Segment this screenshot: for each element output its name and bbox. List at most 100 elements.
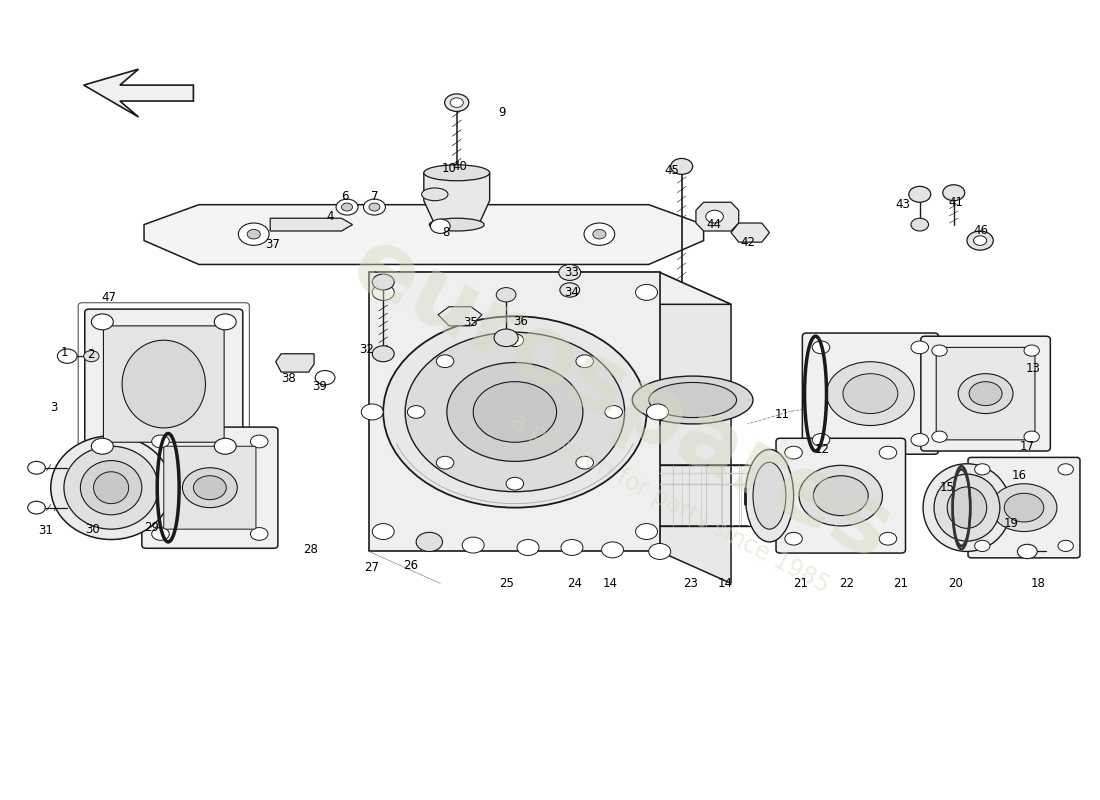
Circle shape: [437, 355, 454, 368]
Ellipse shape: [424, 165, 490, 181]
Circle shape: [975, 540, 990, 551]
Circle shape: [183, 468, 238, 508]
Text: 19: 19: [1003, 517, 1019, 530]
Circle shape: [462, 537, 484, 553]
Circle shape: [194, 476, 227, 500]
Text: 44: 44: [706, 218, 721, 231]
Text: 27: 27: [364, 561, 378, 574]
Circle shape: [576, 456, 594, 469]
Ellipse shape: [64, 446, 158, 529]
Text: 31: 31: [37, 524, 53, 538]
FancyBboxPatch shape: [103, 326, 224, 442]
Text: 47: 47: [101, 291, 117, 305]
Circle shape: [636, 523, 658, 539]
Circle shape: [383, 316, 647, 508]
Ellipse shape: [421, 188, 448, 201]
Circle shape: [84, 350, 99, 362]
Circle shape: [444, 94, 469, 111]
Text: 14: 14: [718, 577, 733, 590]
Circle shape: [361, 404, 383, 420]
Circle shape: [405, 332, 625, 492]
FancyBboxPatch shape: [802, 333, 938, 454]
Text: 7: 7: [371, 190, 378, 203]
Circle shape: [932, 431, 947, 442]
Circle shape: [416, 532, 442, 551]
Text: 29: 29: [144, 521, 159, 534]
Text: 18: 18: [1031, 577, 1046, 590]
Text: eurospares: eurospares: [336, 219, 906, 581]
Circle shape: [967, 231, 993, 250]
Circle shape: [991, 484, 1057, 531]
Text: 9: 9: [498, 106, 506, 119]
Circle shape: [239, 223, 270, 246]
Circle shape: [251, 527, 268, 540]
Circle shape: [251, 435, 268, 448]
FancyBboxPatch shape: [164, 446, 256, 529]
Polygon shape: [732, 223, 769, 242]
Text: 21: 21: [793, 577, 807, 590]
Text: 45: 45: [664, 164, 679, 177]
Circle shape: [1058, 540, 1074, 551]
Text: 10: 10: [441, 162, 456, 175]
Circle shape: [813, 476, 868, 515]
Circle shape: [647, 404, 669, 420]
Text: 20: 20: [948, 577, 964, 590]
Text: 40: 40: [452, 160, 468, 173]
Text: 32: 32: [360, 343, 374, 356]
Circle shape: [152, 527, 169, 540]
Circle shape: [506, 478, 524, 490]
Circle shape: [28, 502, 45, 514]
Ellipse shape: [649, 382, 737, 418]
Ellipse shape: [934, 474, 1000, 541]
Text: a passion for parts since 1985: a passion for parts since 1985: [507, 410, 834, 598]
Text: 17: 17: [1020, 440, 1035, 453]
Circle shape: [584, 223, 615, 246]
Circle shape: [1058, 464, 1074, 475]
Polygon shape: [438, 306, 482, 326]
Circle shape: [248, 230, 261, 239]
Polygon shape: [271, 218, 352, 231]
Text: 21: 21: [893, 577, 909, 590]
Circle shape: [152, 435, 169, 448]
Circle shape: [576, 355, 594, 368]
Text: 12: 12: [815, 443, 829, 456]
Circle shape: [879, 446, 896, 459]
Circle shape: [336, 199, 358, 215]
Text: 14: 14: [603, 577, 618, 590]
Circle shape: [671, 158, 693, 174]
Circle shape: [969, 382, 1002, 406]
Text: 13: 13: [1025, 362, 1041, 374]
Ellipse shape: [80, 461, 142, 515]
Circle shape: [91, 314, 113, 330]
Polygon shape: [368, 273, 732, 304]
Text: 36: 36: [513, 315, 528, 328]
Circle shape: [879, 532, 896, 545]
Polygon shape: [276, 354, 315, 372]
Circle shape: [911, 218, 928, 231]
Circle shape: [826, 362, 914, 426]
Text: 46: 46: [974, 225, 989, 238]
FancyBboxPatch shape: [921, 336, 1050, 451]
Text: 34: 34: [564, 286, 580, 299]
Circle shape: [932, 345, 947, 356]
Polygon shape: [660, 273, 732, 583]
Circle shape: [407, 406, 425, 418]
Circle shape: [943, 185, 965, 201]
Circle shape: [975, 464, 990, 475]
FancyBboxPatch shape: [968, 458, 1080, 558]
Ellipse shape: [51, 436, 172, 539]
Circle shape: [958, 374, 1013, 414]
Text: 26: 26: [404, 558, 418, 571]
Ellipse shape: [923, 464, 1011, 551]
Circle shape: [430, 219, 450, 234]
Circle shape: [473, 382, 557, 442]
Ellipse shape: [122, 340, 206, 428]
Circle shape: [812, 434, 829, 446]
FancyBboxPatch shape: [142, 427, 278, 548]
Polygon shape: [144, 205, 704, 265]
Circle shape: [372, 285, 394, 300]
FancyBboxPatch shape: [936, 347, 1035, 440]
Circle shape: [368, 203, 379, 211]
Circle shape: [843, 374, 898, 414]
Ellipse shape: [94, 472, 129, 504]
